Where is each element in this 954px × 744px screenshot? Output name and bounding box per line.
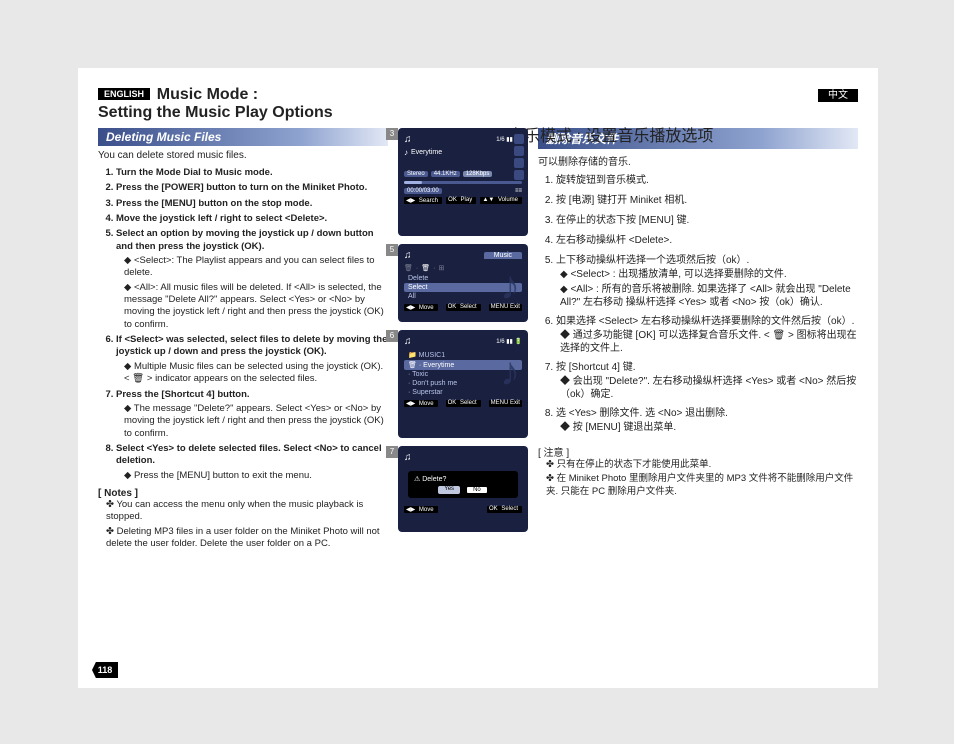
- btn-move: ◀▶ Move: [404, 400, 438, 407]
- step-2: Press the [POWER] button to turn on the …: [116, 182, 388, 194]
- screenshot-3: 3 ♫1/6 ▮▮ 🔋 ♪Everytime Stereo 44.1KHz 12…: [398, 128, 528, 236]
- cn-step-4: 左右移动操纵杆 <Delete>.: [556, 234, 858, 248]
- header-row: ENGLISH Music Mode : Setting the Music P…: [98, 86, 858, 122]
- cn-step-5-sub-1: <Select> : 出现播放清单, 可以选择要删除的文件.: [560, 268, 858, 281]
- shot-num-5: 5: [386, 244, 398, 256]
- header-right: 中文: [818, 86, 858, 101]
- shot-num-6: 6: [386, 330, 398, 342]
- step-8: Select <Yes> to delete selected files. S…: [116, 443, 388, 482]
- notes-title-en: [ Notes ]: [98, 488, 388, 499]
- notes-en: You can access the menu only when the mu…: [98, 499, 388, 550]
- intro-en: You can delete stored music files.: [98, 150, 388, 161]
- time-chip: 00:00/03:00: [404, 188, 442, 194]
- note-cn-2: 在 Miniket Photo 里删除用户文件夹里的 MP3 文件将不能删除用户…: [546, 473, 858, 498]
- page-number: 118: [92, 662, 118, 678]
- step-1: Turn the Mode Dial to Music mode.: [116, 167, 388, 179]
- header-left: ENGLISH Music Mode : Setting the Music P…: [98, 86, 333, 122]
- cn-step-8-sub-1: 按 [MENU] 键退出菜单.: [560, 421, 858, 434]
- note-bg-icon: ♪: [500, 350, 520, 395]
- btn-search: ◀▶ Search: [404, 197, 442, 204]
- note-bg-icon: ♪: [500, 264, 520, 309]
- btn-move: ◀▶ Move: [404, 304, 438, 311]
- note-en-2: Deleting MP3 files in a user folder on t…: [106, 526, 388, 551]
- progress-bar: [404, 181, 522, 184]
- shot-num-3: 3: [386, 128, 398, 140]
- intro-cn: 可以删除存储的音乐.: [538, 153, 858, 168]
- title-cn: 音乐模式 : 设置音乐播放选项: [508, 122, 713, 146]
- music-icon: ♫: [404, 452, 412, 463]
- btn-exit: MENU Exit: [489, 400, 522, 407]
- title-en-line2: Setting the Music Play Options: [98, 104, 333, 122]
- menu-title: Music: [484, 252, 522, 259]
- step-6-sub-1: Multiple Music files can be selected usi…: [124, 361, 388, 386]
- chinese-badge: 中文: [818, 89, 858, 102]
- step-5-sub-1: <Select>: The Playlist appears and you c…: [124, 255, 388, 280]
- title-en-line1: Music Mode :: [157, 86, 258, 103]
- music-icon: ♫: [404, 250, 412, 261]
- notes-cn: 只有在停止的状态下才能使用此菜单. 在 Miniket Photo 里删除用户文…: [538, 459, 858, 498]
- btn-play: OK Play: [446, 197, 476, 204]
- screenshot-6: 6 ♫1/6 ▮▮ 🔋 ♪ 📁 MUSIC1 🗑 · Everytime · T…: [398, 330, 528, 438]
- cn-step-6-sub-1: 通过多功能键 [OK] 可以选择复合音乐文件. < 🗑 > 图标将出现在选择的文…: [560, 329, 858, 355]
- cn-step-2: 按 [电源] 键打开 Miniket 相机.: [556, 194, 858, 208]
- cn-step-6: 如果选择 <Select> 左右移动操纵杆选择要删除的文件然后按（ok）. 通过…: [556, 315, 858, 355]
- screenshot-7: 7 ♫ ⚠ Delete? Yes No ◀▶ Move OK Select: [398, 446, 528, 532]
- step-7: Press the [Shortcut 4] button. The messa…: [116, 389, 388, 440]
- btn-volume: ▲▼ Volume: [480, 197, 522, 204]
- columns: Deleting Music Files You can delete stor…: [98, 128, 858, 552]
- music-icon: ♫: [404, 336, 412, 347]
- step-3: Press the [MENU] button on the stop mode…: [116, 198, 388, 210]
- music-icon: ♫: [404, 134, 412, 145]
- cn-step-8: 选 <Yes> 删除文件. 选 <No> 退出删除. 按 [MENU] 键退出菜…: [556, 407, 858, 434]
- col-english: Deleting Music Files You can delete stor…: [98, 128, 398, 552]
- delete-dialog: ⚠ Delete? Yes No: [408, 471, 518, 498]
- dialog-question: ⚠ Delete?: [414, 475, 512, 483]
- dlg-no: No: [466, 486, 488, 494]
- cn-step-1: 旋转旋钮到音乐模式.: [556, 174, 858, 188]
- shot-num-7: 7: [386, 446, 398, 458]
- notes-title-cn: [ 注意 ]: [538, 444, 858, 459]
- step-6: If <Select> was selected, select files t…: [116, 334, 388, 385]
- english-badge: ENGLISH: [98, 88, 150, 100]
- cn-step-3: 在停止的状态下按 [MENU] 键.: [556, 214, 858, 228]
- kbps-chip: 128Kbps: [463, 171, 493, 177]
- cn-step-7-sub-1: 会出现 "Delete?". 左右移动操纵杆选择 <Yes> 或者 <No> 然…: [560, 375, 858, 401]
- note-cn-1: 只有在停止的状态下才能使用此菜单.: [546, 459, 858, 471]
- btn-select: OK Select: [446, 304, 481, 311]
- khz-chip: 44.1KHz: [431, 171, 460, 177]
- btn-select: OK Select: [487, 506, 522, 513]
- note-en-1: You can access the menu only when the mu…: [106, 499, 388, 524]
- btn-move: ◀▶ Move: [404, 506, 438, 513]
- steps-cn: 旋转旋钮到音乐模式. 按 [电源] 键打开 Miniket 相机. 在停止的状态…: [538, 174, 858, 434]
- step-8-sub-1: Press the [MENU] button to exit the menu…: [124, 470, 388, 482]
- cn-step-5: 上下移动操纵杆选择一个选项然后按（ok）. <Select> : 出现播放清单,…: [556, 254, 858, 309]
- cn-step-5-sub-2: <All> : 所有的音乐将被删除. 如果选择了 <All> 就会出现 "Del…: [560, 283, 858, 309]
- step-4: Move the joystick left / right to select…: [116, 213, 388, 225]
- step-5-sub-2: <All>: All music files will be deleted. …: [124, 282, 388, 331]
- track-name: Everytime: [411, 149, 442, 156]
- step-5: Select an option by moving the joystick …: [116, 228, 388, 331]
- section-bar-en: Deleting Music Files: [98, 128, 388, 146]
- btn-select: OK Select: [446, 400, 481, 407]
- col-chinese: 删除音乐文件 可以删除存储的音乐. 旋转旋钮到音乐模式. 按 [电源] 键打开 …: [528, 128, 858, 552]
- dlg-yes: Yes: [438, 486, 460, 494]
- steps-en: Turn the Mode Dial to Music mode. Press …: [98, 167, 388, 482]
- cn-step-7: 按 [Shortcut 4] 键. 会出现 "Delete?". 左右移动操纵杆…: [556, 361, 858, 401]
- screenshot-5: 5 ♫Music ♪ 🗑·🗑·⊞ Delete Select All ◀▶ Mo…: [398, 244, 528, 322]
- step-7-sub-1: The message "Delete?" appears. Select <Y…: [124, 403, 388, 440]
- col-screenshots: 3 ♫1/6 ▮▮ 🔋 ♪Everytime Stereo 44.1KHz 12…: [398, 128, 528, 552]
- manual-page: ENGLISH Music Mode : Setting the Music P…: [78, 68, 878, 688]
- stereo-chip: Stereo: [404, 171, 428, 177]
